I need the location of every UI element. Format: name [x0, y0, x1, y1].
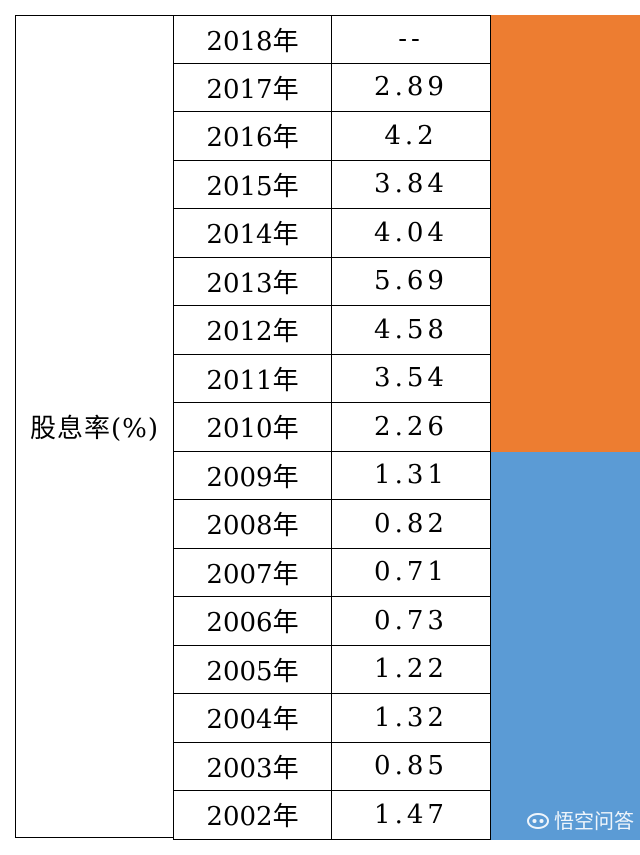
- year-cell: 2004年: [173, 694, 331, 743]
- year-cell: 2015年: [173, 160, 331, 209]
- table-row: 2002年 1.47: [173, 791, 491, 840]
- year-cell: 2010年: [173, 403, 331, 452]
- year-cell: 2009年: [173, 451, 331, 500]
- table-row: 2017年 2.89: [173, 63, 491, 112]
- value-cell: 4.2: [331, 112, 491, 161]
- year-cell: 2017年: [173, 63, 331, 112]
- table-row: 2007年 0.71: [173, 548, 491, 597]
- value-cell: 1.32: [331, 694, 491, 743]
- table-body: 2018年 -- 2017年 2.89 2016年 4.2 2015年 3.84 201…: [173, 15, 491, 840]
- year-cell: 2005年: [173, 645, 331, 694]
- table-row: 2003年 0.85: [173, 742, 491, 791]
- year-cell: 2002年: [173, 791, 331, 840]
- table-row: 2013年 5.69: [173, 257, 491, 306]
- watermark: 悟空问答: [526, 805, 634, 834]
- value-cell: 2.26: [331, 403, 491, 452]
- year-cell: 2018年: [173, 15, 331, 64]
- table-row: 2011年 3.54: [173, 354, 491, 403]
- year-cell: 2008年: [173, 500, 331, 549]
- table-row: 2009年 1.31: [173, 451, 491, 500]
- year-cell: 2014年: [173, 209, 331, 258]
- table-row: 2014年 4.04: [173, 209, 491, 258]
- value-cell: 5.69: [331, 257, 491, 306]
- table-row: 2010年 2.26: [173, 403, 491, 452]
- value-cell: 4.04: [331, 209, 491, 258]
- dividend-table: 股息率(%) 2018年 -- 2017年 2.89 2016年 4.2 2015年 3…: [15, 15, 640, 840]
- blue-band: 悟空问答: [491, 452, 640, 840]
- value-cell: 0.71: [331, 548, 491, 597]
- value-cell: 0.85: [331, 742, 491, 791]
- value-cell: 3.84: [331, 160, 491, 209]
- table-row: 2008年 0.82: [173, 500, 491, 549]
- year-cell: 2003年: [173, 742, 331, 791]
- year-cell: 2012年: [173, 306, 331, 355]
- dividend-yield-label: 股息率(%): [15, 15, 173, 838]
- year-cell: 2011年: [173, 354, 331, 403]
- wukong-logo-icon: [526, 811, 550, 829]
- value-cell: 1.31: [331, 451, 491, 500]
- value-cell: --: [331, 15, 491, 64]
- table-row: 2018年 --: [173, 15, 491, 64]
- table-row: 2012年 4.58: [173, 306, 491, 355]
- table-row: 2006年 0.73: [173, 597, 491, 646]
- watermark-text: 悟空问答: [554, 809, 634, 833]
- year-cell: 2006年: [173, 597, 331, 646]
- year-cell: 2007年: [173, 548, 331, 597]
- value-cell: 4.58: [331, 306, 491, 355]
- table-row: 2004年 1.32: [173, 694, 491, 743]
- value-cell: 2.89: [331, 63, 491, 112]
- value-cell: 3.54: [331, 354, 491, 403]
- value-cell: 0.73: [331, 597, 491, 646]
- year-cell: 2013年: [173, 257, 331, 306]
- year-cell: 2016年: [173, 112, 331, 161]
- table-row: 2005年 1.22: [173, 645, 491, 694]
- value-cell: 1.22: [331, 645, 491, 694]
- table-row: 2015年 3.84: [173, 160, 491, 209]
- orange-band: [491, 15, 640, 452]
- table-row: 2016年 4.2: [173, 112, 491, 161]
- value-cell: 0.82: [331, 500, 491, 549]
- value-cell: 1.47: [331, 791, 491, 840]
